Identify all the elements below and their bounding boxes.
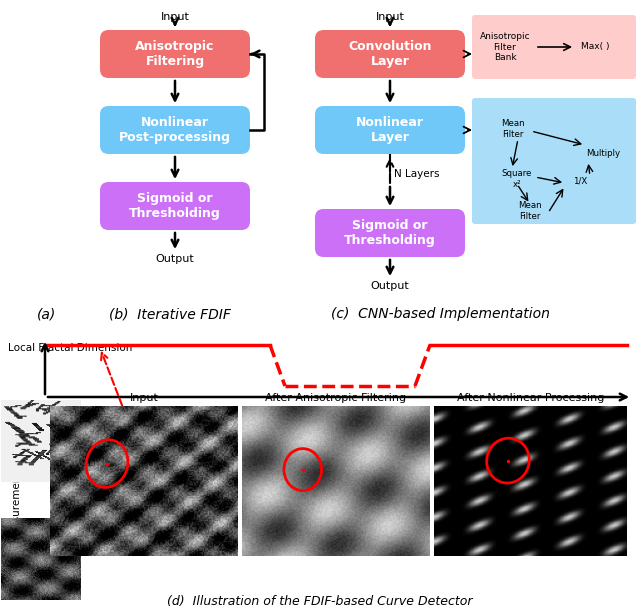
Text: 1/X: 1/X bbox=[573, 176, 587, 185]
Text: Anisotropic
Filter
Bank: Anisotropic Filter Bank bbox=[480, 32, 531, 62]
FancyBboxPatch shape bbox=[472, 15, 636, 79]
Text: Mean
Filter: Mean Filter bbox=[501, 119, 525, 139]
Text: Output: Output bbox=[156, 254, 195, 264]
Text: Square
x²: Square x² bbox=[502, 169, 532, 188]
Text: (c)  CNN-based Implementation: (c) CNN-based Implementation bbox=[331, 307, 549, 321]
Text: Measurement of Fractal: Measurement of Fractal bbox=[12, 419, 22, 543]
Text: Anisotropic
Filtering: Anisotropic Filtering bbox=[135, 40, 214, 68]
Text: Multiply: Multiply bbox=[586, 149, 620, 158]
Text: (b)  Iterative FDIF: (b) Iterative FDIF bbox=[109, 307, 231, 321]
Text: Mean
Filter: Mean Filter bbox=[518, 201, 542, 220]
Text: Convolution
Layer: Convolution Layer bbox=[348, 40, 432, 68]
Text: Input: Input bbox=[161, 12, 189, 22]
FancyBboxPatch shape bbox=[315, 209, 465, 257]
Text: Sigmoid or
Thresholding: Sigmoid or Thresholding bbox=[129, 192, 221, 220]
FancyBboxPatch shape bbox=[100, 106, 250, 154]
Text: After Nonlinear Processing: After Nonlinear Processing bbox=[457, 393, 604, 403]
Text: Sigmoid or
Thresholding: Sigmoid or Thresholding bbox=[344, 219, 436, 247]
Text: N Layers: N Layers bbox=[394, 169, 440, 179]
Text: Nonlinear
Post-processing: Nonlinear Post-processing bbox=[119, 116, 231, 144]
Text: Input: Input bbox=[376, 12, 404, 22]
Text: Input: Input bbox=[129, 393, 159, 403]
FancyBboxPatch shape bbox=[315, 106, 465, 154]
FancyBboxPatch shape bbox=[100, 30, 250, 78]
Text: After Anisotropic Filtering: After Anisotropic Filtering bbox=[266, 393, 406, 403]
Text: Local Fractal Dimension: Local Fractal Dimension bbox=[8, 343, 132, 353]
Text: (a): (a) bbox=[37, 307, 56, 321]
Text: Max( ): Max( ) bbox=[580, 42, 609, 52]
Text: Output: Output bbox=[371, 281, 410, 291]
FancyBboxPatch shape bbox=[315, 30, 465, 78]
Text: (d)  Illustration of the FDIF-based Curve Detector: (d) Illustration of the FDIF-based Curve… bbox=[167, 595, 473, 608]
Text: Nonlinear
Layer: Nonlinear Layer bbox=[356, 116, 424, 144]
FancyBboxPatch shape bbox=[100, 182, 250, 230]
FancyBboxPatch shape bbox=[472, 98, 636, 224]
